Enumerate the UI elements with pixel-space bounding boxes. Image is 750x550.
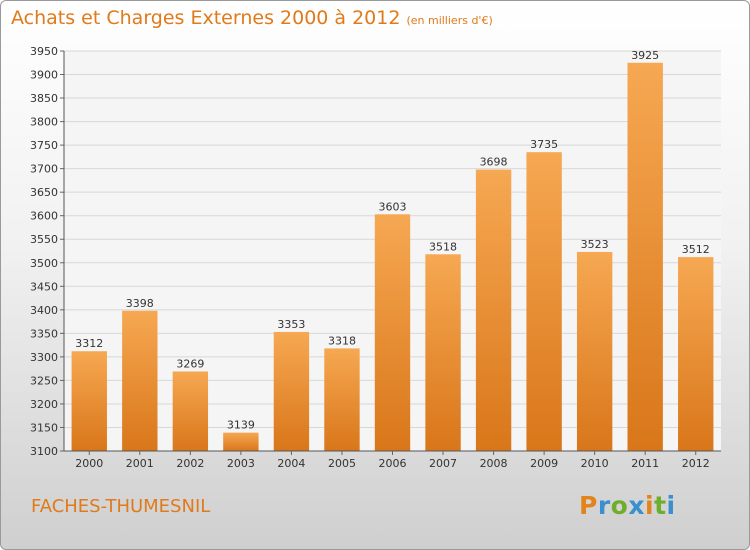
- data-label-2008: 3698: [480, 156, 508, 169]
- y-tick-label: 3850: [30, 92, 58, 105]
- logo-letter: r: [597, 491, 611, 520]
- y-tick-label: 3400: [30, 304, 58, 317]
- y-tick-label: 3550: [30, 233, 58, 246]
- bar-2002[interactable]: [172, 371, 209, 451]
- y-tick-label: 3350: [30, 327, 58, 340]
- y-tick-label: 3650: [30, 186, 58, 199]
- data-label-2010: 3523: [581, 238, 609, 251]
- y-tick-label: 3750: [30, 139, 58, 152]
- x-tick-label-2008: 2008: [480, 457, 508, 470]
- y-tick-label: 3450: [30, 280, 58, 293]
- x-tick-label-2010: 2010: [581, 457, 609, 470]
- bar-2004[interactable]: [273, 331, 310, 451]
- y-tick-label: 3100: [30, 445, 58, 458]
- bar-2007[interactable]: [425, 254, 461, 451]
- logo-letter: P: [579, 491, 598, 520]
- y-tick-label: 3900: [30, 69, 58, 82]
- logo-letter: x: [628, 491, 645, 520]
- y-tick-label: 3150: [30, 421, 58, 434]
- y-tick-label: 3950: [30, 45, 58, 58]
- bar-2000[interactable]: [71, 351, 107, 451]
- y-tick-label: 3800: [30, 116, 58, 129]
- x-tick-label-2005: 2005: [328, 457, 356, 470]
- data-label-2007: 3518: [429, 240, 457, 253]
- x-tick-label-2001: 2001: [126, 457, 154, 470]
- bar-2012[interactable]: [678, 257, 714, 451]
- chart-unit-note: (en milliers d'€): [406, 14, 493, 27]
- logo-letter: i: [666, 491, 676, 520]
- data-label-2011: 3925: [631, 49, 659, 62]
- data-label-2012: 3512: [682, 243, 710, 256]
- bar-2009[interactable]: [526, 152, 562, 452]
- y-tick-label: 3250: [30, 374, 58, 387]
- x-tick-label-2012: 2012: [682, 457, 710, 470]
- x-tick-label-2004: 2004: [277, 457, 305, 470]
- chart-title-text: Achats et Charges Externes 2000 à 2012: [11, 7, 401, 29]
- bars-layer: 3312 3398 3269 3139 3353 3318 3603 3518 3698 3735…: [71, 49, 714, 452]
- x-tick-label-2002: 2002: [176, 457, 204, 470]
- logo-letter: i: [645, 491, 655, 520]
- axis-layer: 3100 3150 3200 3250 3300 3350 3400 3450 3500 3550…: [30, 45, 721, 470]
- proxiti-logo[interactable]: Proxiti: [579, 491, 676, 520]
- bar-2005[interactable]: [324, 348, 360, 451]
- y-tick-label: 3300: [30, 351, 58, 364]
- data-label-2000: 3312: [75, 337, 103, 350]
- y-tick-label: 3600: [30, 210, 58, 223]
- y-tick-label: 3200: [30, 398, 58, 411]
- city-name: FACHES-THUMESNIL: [31, 496, 211, 517]
- y-tick-label: 3700: [30, 163, 58, 176]
- y-tick-label: 3500: [30, 257, 58, 270]
- logo-letter: o: [610, 491, 629, 520]
- bar-2003[interactable]: [223, 432, 259, 451]
- data-label-2006: 3603: [379, 200, 407, 213]
- chart-title: Achats et Charges Externes 2000 à 2012 (e…: [11, 7, 493, 29]
- x-tick-label-2009: 2009: [530, 457, 558, 470]
- data-label-2005: 3318: [328, 334, 356, 347]
- data-label-2009: 3735: [530, 138, 558, 151]
- data-label-2003: 3139: [227, 419, 255, 432]
- bar-2001[interactable]: [122, 310, 158, 451]
- x-tick-label-2006: 2006: [379, 457, 407, 470]
- bar-2008[interactable]: [475, 169, 512, 451]
- bar-2006[interactable]: [374, 214, 411, 451]
- data-label-2004: 3353: [277, 318, 305, 331]
- logo-letter: t: [654, 491, 667, 520]
- bar-2011[interactable]: [627, 62, 663, 451]
- x-tick-label-2011: 2011: [631, 457, 659, 470]
- data-label-2001: 3398: [126, 297, 154, 310]
- x-tick-label-2000: 2000: [75, 457, 103, 470]
- bar-2010[interactable]: [576, 251, 613, 451]
- x-tick-label-2007: 2007: [429, 457, 457, 470]
- data-label-2002: 3269: [176, 357, 204, 370]
- x-tick-label-2003: 2003: [227, 457, 255, 470]
